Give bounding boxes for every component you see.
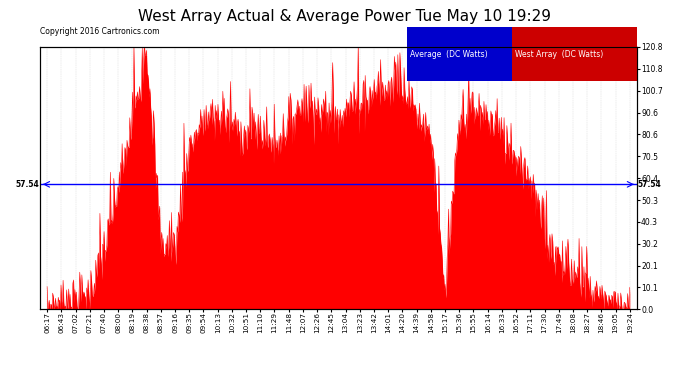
Text: 57.54: 57.54 bbox=[638, 180, 661, 189]
Text: Copyright 2016 Cartronics.com: Copyright 2016 Cartronics.com bbox=[40, 27, 159, 36]
Text: 57.54: 57.54 bbox=[16, 180, 39, 189]
Text: Average  (DC Watts): Average (DC Watts) bbox=[410, 50, 488, 59]
Text: West Array  (DC Watts): West Array (DC Watts) bbox=[515, 50, 603, 59]
Text: West Array Actual & Average Power Tue May 10 19:29: West Array Actual & Average Power Tue Ma… bbox=[139, 9, 551, 24]
FancyBboxPatch shape bbox=[511, 27, 637, 81]
FancyBboxPatch shape bbox=[407, 27, 511, 81]
